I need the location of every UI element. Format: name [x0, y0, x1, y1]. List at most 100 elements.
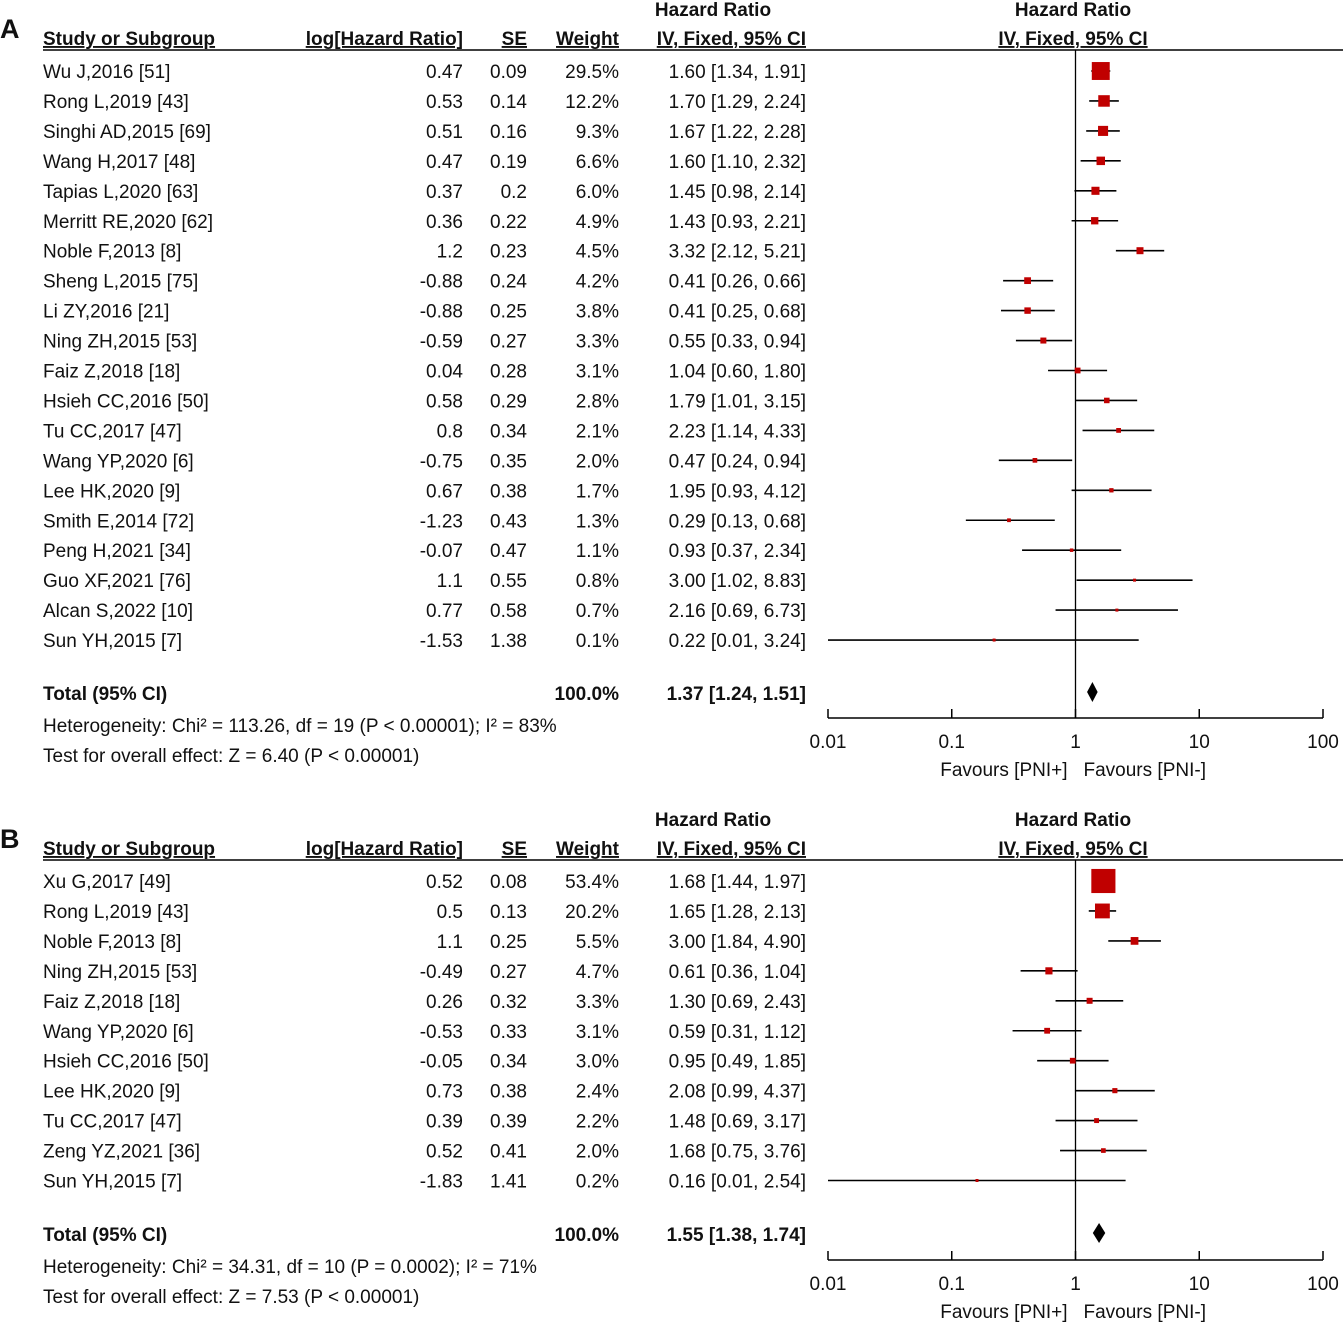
study-hr-ci: 3.32 [2.12, 5.21] — [669, 242, 806, 263]
study-estimate-marker — [1007, 518, 1011, 523]
study-se: 0.34 — [490, 421, 527, 442]
study-log-hr: 0.04 — [426, 362, 463, 383]
panel-b-header-loghr: log[Hazard Ratio] — [306, 839, 463, 860]
study-hr-ci: 0.22 [0.01, 3.24] — [669, 631, 806, 652]
panel-b-favours-left: Favours [PNI+] — [940, 1302, 1067, 1323]
study-hr-ci: 1.48 [0.69, 3.17] — [669, 1112, 806, 1133]
study-hr-ci: 2.16 [0.69, 6.73] — [669, 601, 806, 622]
study-estimate-marker — [1115, 608, 1119, 612]
study-hr-ci: 1.60 [1.10, 2.32] — [669, 152, 806, 173]
study-log-hr: 1.2 — [437, 242, 463, 263]
study-weight: 0.8% — [576, 571, 619, 592]
study-hr-ci: 0.47 [0.24, 0.94] — [669, 451, 806, 472]
study-se: 0.23 — [490, 242, 527, 263]
study-estimate-marker — [1094, 1118, 1100, 1124]
panel-a-favours-left: Favours [PNI+] — [940, 760, 1067, 781]
study-estimate-marker — [1044, 1027, 1051, 1034]
study-estimate-marker — [992, 638, 996, 642]
study-log-hr: 0.47 — [426, 62, 463, 83]
panel-b-total-weight: 100.0% — [555, 1225, 620, 1246]
study-hr-ci: 1.30 [0.69, 2.43] — [669, 992, 806, 1013]
panel-b-header-plot-method: IV, Fixed, 95% CI — [998, 839, 1147, 860]
study-log-hr: 1.1 — [437, 571, 463, 592]
x-tick-label: 100 — [1307, 1274, 1339, 1295]
study-log-hr: 0.53 — [426, 92, 463, 113]
panel-b-overall-test: Test for overall effect: Z = 7.53 (P < 0… — [43, 1287, 419, 1308]
study-name: Lee HK,2020 [9] — [43, 1082, 180, 1103]
study-se: 0.41 — [490, 1142, 527, 1163]
study-weight: 1.1% — [576, 541, 619, 562]
study-name: Xu G,2017 [49] — [43, 872, 171, 893]
study-name: Zeng YZ,2021 [36] — [43, 1142, 200, 1163]
study-name: Guo XF,2021 [76] — [43, 571, 191, 592]
study-se: 0.29 — [490, 391, 527, 412]
x-tick-label: 10 — [1189, 1274, 1210, 1295]
study-estimate-marker — [1136, 247, 1144, 255]
x-tick-label: 10 — [1189, 732, 1210, 753]
panel-a-total-label: Total (95% CI) — [43, 684, 167, 705]
study-log-hr: 0.67 — [426, 481, 463, 502]
study-se: 0.25 — [490, 302, 527, 323]
panel-a-total-hr-ci: 1.37 [1.24, 1.51] — [667, 684, 806, 705]
study-weight: 4.2% — [576, 272, 619, 293]
study-weight: 5.5% — [576, 932, 619, 953]
x-tick-label: 100 — [1307, 732, 1339, 753]
study-estimate-marker — [1091, 62, 1110, 80]
study-hr-ci: 1.95 [0.93, 4.12] — [669, 481, 806, 502]
panel-a-header-plot-method: IV, Fixed, 95% CI — [998, 29, 1147, 50]
study-se: 0.16 — [490, 122, 527, 143]
study-estimate-marker — [1032, 458, 1038, 463]
study-hr-ci: 2.08 [0.99, 4.37] — [669, 1082, 806, 1103]
study-name: Wu J,2016 [51] — [43, 62, 170, 83]
study-estimate-marker — [1094, 903, 1110, 919]
study-se: 0.28 — [490, 362, 527, 383]
study-weight: 12.2% — [565, 92, 619, 113]
study-weight: 3.1% — [576, 1022, 619, 1043]
panel-a-favours-right: Favours [PNI-] — [1084, 760, 1206, 781]
study-estimate-marker — [1133, 578, 1137, 582]
study-weight: 53.4% — [565, 872, 619, 893]
study-weight: 2.0% — [576, 451, 619, 472]
panel-b-favours-right: Favours [PNI-] — [1084, 1302, 1206, 1323]
panel-a-header-hr-method: IV, Fixed, 95% CI — [657, 29, 806, 50]
study-se: 0.08 — [490, 872, 527, 893]
study-se: 0.38 — [490, 1082, 527, 1103]
study-name: Merritt RE,2020 [62] — [43, 212, 213, 233]
study-log-hr: 0.39 — [426, 1112, 463, 1133]
study-hr-ci: 1.65 [1.28, 2.13] — [669, 902, 806, 923]
study-hr-ci: 0.29 [0.13, 0.68] — [669, 511, 806, 532]
panel-a-label: A — [0, 14, 20, 44]
x-tick-label: 0.01 — [810, 732, 847, 753]
study-se: 1.38 — [490, 631, 527, 652]
study-log-hr: -0.05 — [420, 1052, 463, 1073]
study-se: 0.55 — [490, 571, 527, 592]
study-weight: 3.1% — [576, 362, 619, 383]
x-tick-label: 1 — [1070, 732, 1081, 753]
study-weight: 4.5% — [576, 242, 619, 263]
study-estimate-marker — [1091, 186, 1100, 195]
study-estimate-marker — [975, 1179, 979, 1182]
panel-a-plot-title: Hazard Ratio — [1015, 0, 1131, 21]
study-name: Hsieh CC,2016 [50] — [43, 1052, 209, 1073]
study-hr-ci: 1.43 [0.93, 2.21] — [669, 212, 806, 233]
study-weight: 0.1% — [576, 631, 619, 652]
study-name: Wang H,2017 [48] — [43, 152, 195, 173]
study-name: Rong L,2019 [43] — [43, 92, 189, 113]
study-hr-ci: 0.55 [0.33, 0.94] — [669, 332, 806, 353]
study-se: 0.27 — [490, 962, 527, 983]
panel-a-heterogeneity: Heterogeneity: Chi² = 113.26, df = 19 (P… — [43, 716, 557, 737]
study-log-hr: 0.73 — [426, 1082, 463, 1103]
study-se: 0.38 — [490, 481, 527, 502]
study-weight: 4.7% — [576, 962, 619, 983]
study-estimate-marker — [1040, 337, 1047, 344]
study-se: 0.39 — [490, 1112, 527, 1133]
panel-b-label: B — [0, 824, 20, 854]
study-name: Sheng L,2015 [75] — [43, 272, 198, 293]
study-name: Rong L,2019 [43] — [43, 902, 189, 923]
study-hr-ci: 2.23 [1.14, 4.33] — [669, 421, 806, 442]
panel-b-header-weight: Weight — [556, 839, 620, 860]
study-weight: 4.9% — [576, 212, 619, 233]
study-se: 0.34 — [490, 1052, 527, 1073]
study-weight: 20.2% — [565, 902, 619, 923]
study-se: 1.41 — [490, 1172, 527, 1193]
